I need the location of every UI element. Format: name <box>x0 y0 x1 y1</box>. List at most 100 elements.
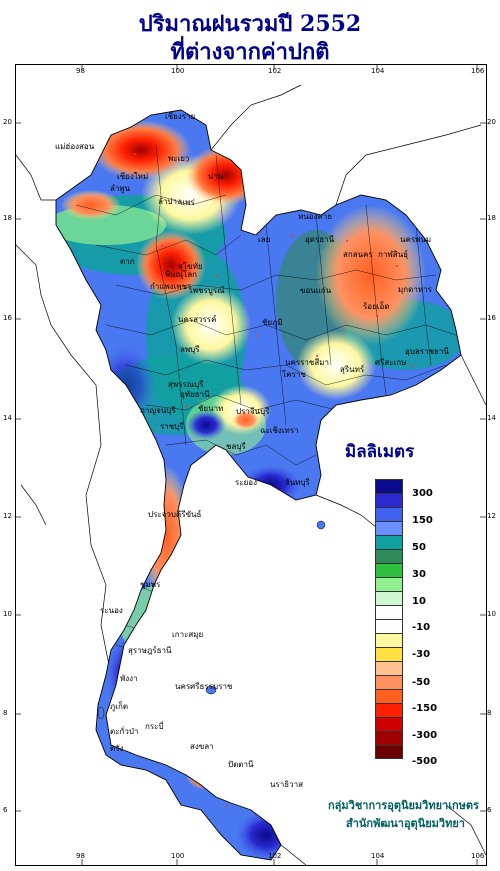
credit-line2: สำนักพัฒนาอุตุนิยมวิทยา <box>346 817 465 830</box>
place-label: ประจวบคีรีขันธ์ <box>148 510 202 519</box>
legend-swatch <box>375 577 403 591</box>
place-label: เชียงใหม่ <box>117 172 149 181</box>
place-label: หนองคาย <box>298 212 332 221</box>
legend-label: 30 <box>412 569 426 580</box>
legend-swatch <box>375 689 403 703</box>
lat-tick-label-right: 18 <box>487 214 496 222</box>
legend-label: 50 <box>412 542 426 553</box>
place-label: ระยอง <box>235 478 257 487</box>
place-label: สุรินทร์ <box>340 365 365 374</box>
legend-swatch <box>375 619 403 633</box>
frame-ticks <box>16 65 486 865</box>
place-label: อุดรธานี <box>305 235 335 244</box>
place-label: ราชบุรี <box>160 422 184 431</box>
place-label: จันทบุรี <box>285 478 310 487</box>
legend-title: มิลลิเมตร <box>345 442 415 462</box>
place-label: น่าน <box>208 172 224 181</box>
lon-tick-label-top: 106 <box>471 67 485 75</box>
lat-tick-label-left: 20 <box>3 118 12 126</box>
place-label: กาญจนบุรี <box>140 406 176 415</box>
legend-label: -150 <box>412 703 438 714</box>
place-label: ตรัง <box>110 744 124 753</box>
islands <box>97 520 326 720</box>
place-label: มุกดาหาร <box>398 285 432 294</box>
place-label: ปัตตานี <box>228 760 254 769</box>
place-label: กำแพงเพชร <box>150 282 192 291</box>
legend-label: -10 <box>412 622 431 633</box>
legend-label: -300 <box>412 730 438 741</box>
place-label: นครศรีธรรมราช <box>175 682 233 691</box>
place-label: สุโขทัย <box>178 262 203 271</box>
lat-tick-label-right: 6 <box>487 806 492 814</box>
lat-tick-label-left: 8 <box>3 709 8 717</box>
lat-tick-label-left: 10 <box>3 610 12 618</box>
place-label: ร้อยเอ็ด <box>363 302 390 311</box>
legend-swatch <box>375 745 403 759</box>
map-title-line1: ปริมาณฝนรวมปี 2552 <box>138 11 362 37</box>
lon-tick-label-bottom: 106 <box>471 852 485 860</box>
legend-swatch <box>375 717 403 731</box>
place-label: นครสวรรค์ <box>178 315 217 324</box>
place-label: ตาก <box>120 257 135 266</box>
lat-tick-label-right: 16 <box>487 314 496 322</box>
place-label: ระนอง <box>100 606 123 615</box>
place-label: แพร่ <box>180 198 195 207</box>
lat-tick-label-left: 16 <box>3 314 12 322</box>
place-label: เกาะสมุย <box>172 630 204 639</box>
place-label: พิษณุโลก <box>165 270 198 279</box>
place-label: ชัยภูมิ <box>262 318 283 327</box>
lat-tick-label-right: 8 <box>487 709 492 717</box>
lon-tick-label-top: 98 <box>76 67 85 75</box>
rainfall-map <box>15 64 487 866</box>
place-label: แม่ฮ่องสอน <box>55 142 95 151</box>
place-label: ปราจีนบุรี <box>236 407 270 416</box>
place-label: นครราชสีมา <box>285 358 329 367</box>
place-label: ลำพูน <box>110 184 131 193</box>
legend-swatch <box>375 521 403 535</box>
place-label: ลำปาง <box>158 197 181 206</box>
place-label: ตะกั่วป่า <box>110 727 139 736</box>
thailand-outline <box>55 109 462 861</box>
legend-swatch <box>375 647 403 661</box>
lat-tick-label-right: 20 <box>487 118 496 126</box>
legend-label: 150 <box>412 515 433 526</box>
neighbor-borders <box>16 84 486 865</box>
legend-label: -30 <box>412 649 431 660</box>
credit-line1: กลุ่มวิชาการอุตุนิยมวิทยาเกษตร <box>328 799 479 812</box>
place-label: ขอนแก่น <box>300 286 332 295</box>
legend-label: -500 <box>412 756 438 767</box>
place-label: นครพนม <box>400 235 432 244</box>
lon-tick-label-top: 100 <box>171 67 185 75</box>
place-label: กระบี่ <box>145 722 164 731</box>
legend-swatch <box>375 479 403 493</box>
place-label: สงขลา <box>190 742 214 751</box>
lat-tick-label-right: 10 <box>487 610 496 618</box>
lon-tick-label-bottom: 104 <box>371 852 385 860</box>
legend-swatch <box>375 661 403 675</box>
legend-swatch <box>375 535 403 549</box>
place-label: ชุมพร <box>140 580 161 589</box>
lat-tick-label-left: 6 <box>3 806 8 814</box>
place-label: โคราช <box>282 370 306 379</box>
lon-tick-label-top: 104 <box>371 67 385 75</box>
lat-tick-label-right: 14 <box>487 414 496 422</box>
place-label: กาฬสินธุ์ <box>378 250 409 259</box>
place-label: ศรีสะเกษ <box>375 358 407 367</box>
place-label: ชัยนาท <box>198 404 224 413</box>
place-label: ชลบุรี <box>226 442 246 451</box>
lat-tick-label-left: 12 <box>3 512 12 520</box>
place-label: อุบลราชธานี <box>405 347 449 356</box>
legend-swatch <box>375 675 403 689</box>
color-legend <box>375 479 403 759</box>
place-label: ฉะเชิงเทรา <box>260 426 299 435</box>
lon-tick-label-top: 102 <box>268 67 282 75</box>
legend-swatch <box>375 493 403 507</box>
legend-swatch <box>375 731 403 745</box>
legend-swatch <box>375 563 403 577</box>
legend-swatch <box>375 549 403 563</box>
place-label: เชียงราย <box>165 112 196 121</box>
place-label: ลพบุรี <box>180 345 200 354</box>
place-label: สุราษฎร์ธานี <box>128 646 172 655</box>
legend-swatch <box>375 591 403 605</box>
place-label: ภูเก็ต <box>110 702 129 711</box>
